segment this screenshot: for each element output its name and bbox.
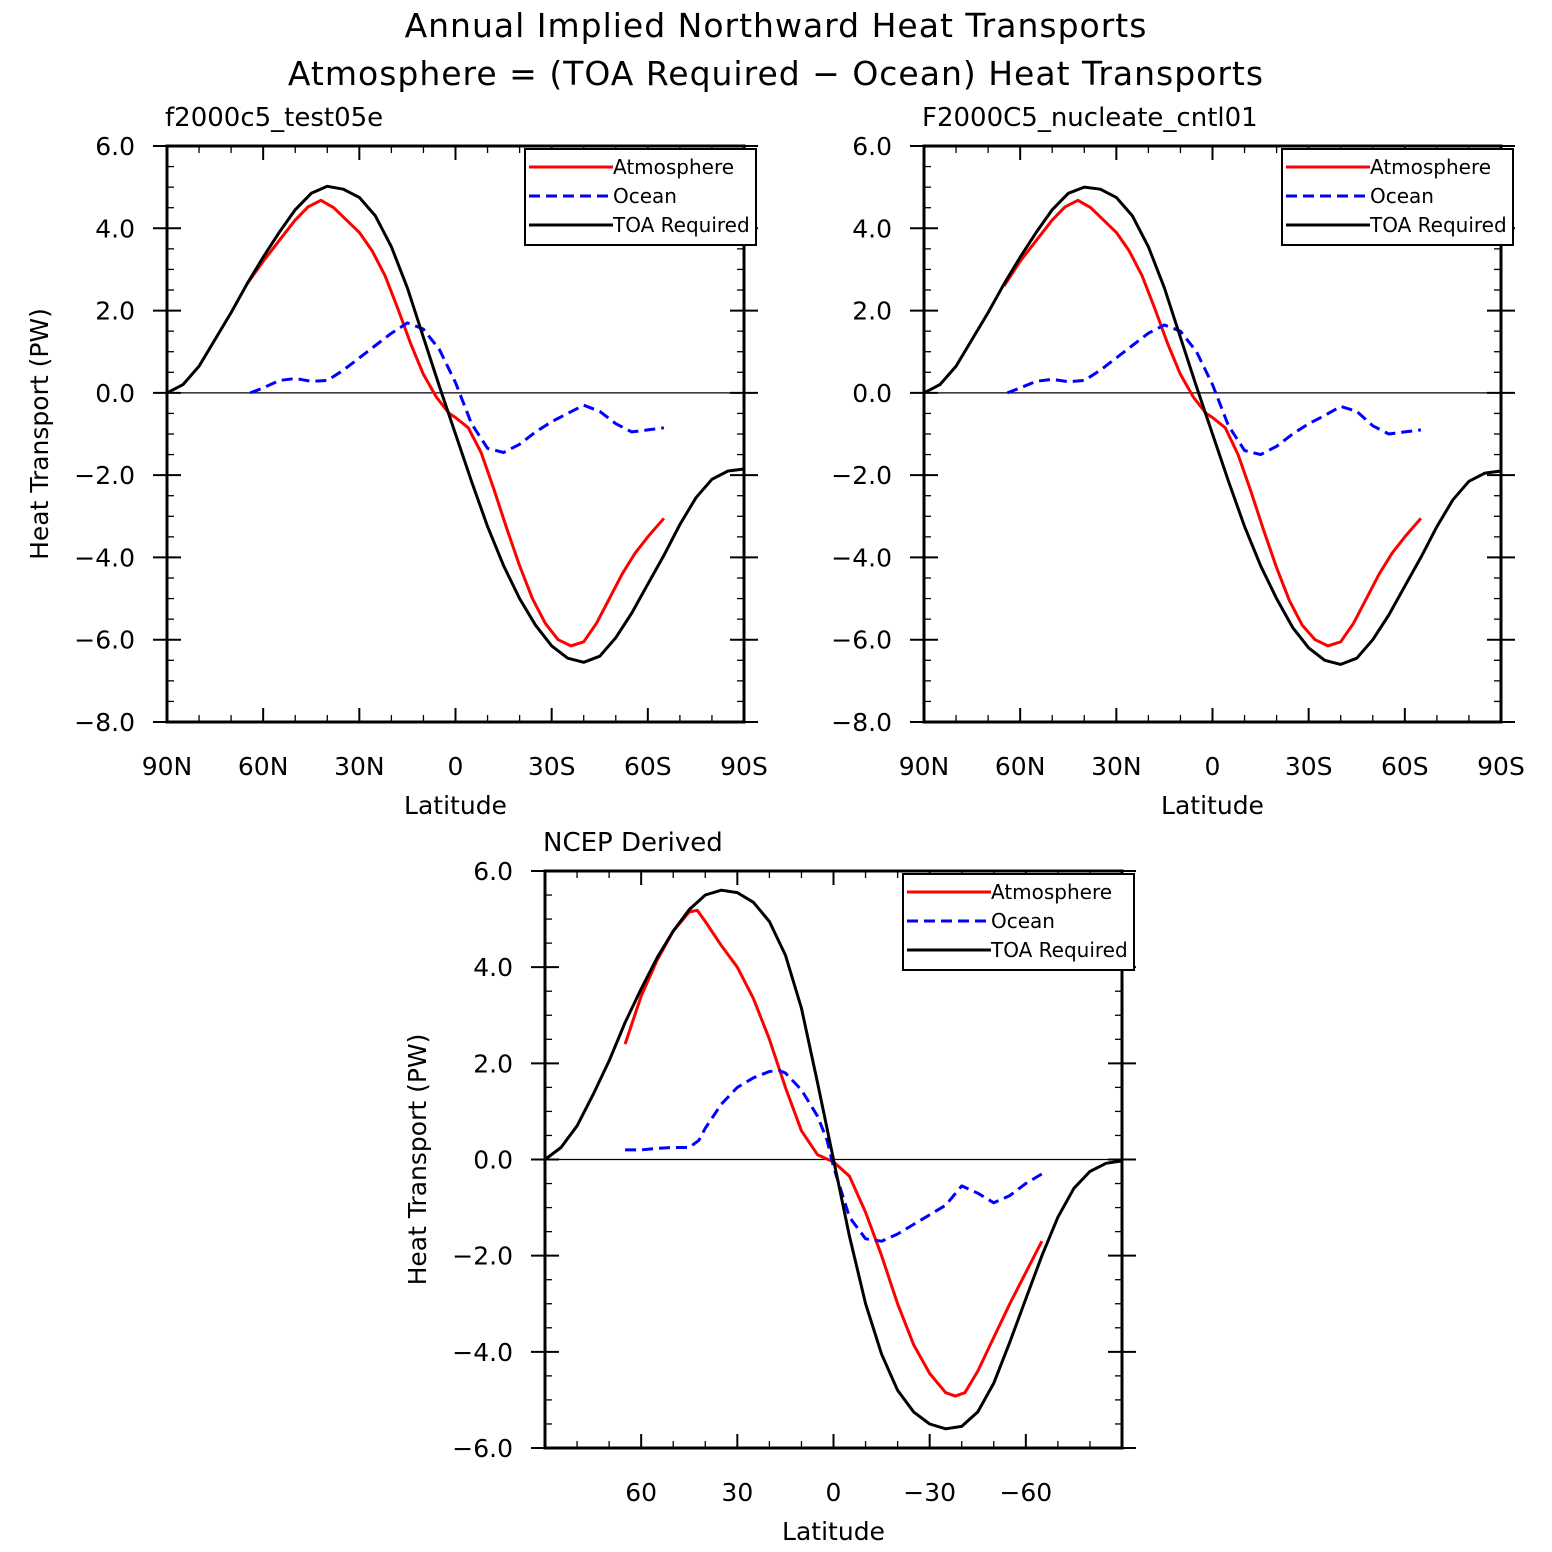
x-tick-label: 30N [334,752,385,781]
y-tick-label: 6.0 [852,132,892,161]
x-tick-label: 60N [995,752,1046,781]
y-tick-label: 4.0 [95,214,135,243]
y-tick-label: −4.0 [452,1338,513,1367]
x-axis-label: Latitude [1161,791,1264,820]
legend-label: Ocean [613,184,677,208]
series-line-ocean [625,1069,1043,1243]
y-tick-label: −6.0 [74,626,135,655]
legend-label: Atmosphere [991,880,1112,904]
figure-subtitle: Atmosphere = (TOA Required − Ocean) Heat… [287,54,1265,93]
legend-label: TOA Required [1369,213,1507,237]
y-tick-label: −6.0 [452,1434,513,1463]
legend-label: Atmosphere [613,155,734,179]
x-tick-label: 30N [1091,752,1142,781]
y-tick-label: −4.0 [74,543,135,572]
panel-title: NCEP Derived [543,828,723,858]
y-tick-label: −8.0 [74,708,135,737]
y-tick-label: 6.0 [95,132,135,161]
y-tick-label: 2.0 [473,1049,513,1078]
panel-title: F2000C5_nucleate_cntl01 [922,103,1258,133]
x-tick-label: 0 [448,752,464,781]
legend: Atmosphere Ocean TOA Required [1281,148,1514,246]
x-tick-label: −30 [903,1478,956,1507]
plot-frame [922,144,1503,724]
series-line-toa-required [923,185,1502,666]
y-tick-label: 6.0 [473,857,513,886]
series-line-ocean [1006,323,1422,457]
y-tick-label: 2.0 [95,297,135,326]
x-tick-label: 90S [1477,752,1525,781]
legend-label: Ocean [1370,184,1434,208]
panel-title: f2000c5_test05e [165,103,383,133]
chart-panel-3: 6.0 4.0 2.0 0.0 −2.0 −4.0 −6.0 60 30 0 −30 −60 Latit… [403,828,1136,1546]
x-tick-label: 60S [1381,752,1429,781]
x-tick-label: 60N [238,752,289,781]
x-axis-label: Latitude [782,1517,885,1546]
legend: Atmosphere Ocean TOA Required [902,873,1135,971]
x-tick-label: 90N [899,752,950,781]
plot-frame [165,144,746,724]
y-tick-label: −2.0 [74,461,135,490]
x-tick-label: 60 [625,1478,657,1507]
x-axis-label: Latitude [404,791,507,820]
x-tick-label: 90N [142,752,193,781]
y-tick-label: 0.0 [473,1146,513,1175]
y-tick-label: −8.0 [831,708,892,737]
x-tick-label: 30S [528,752,576,781]
series-line-atmosphere [245,198,666,648]
x-tick-label: 0 [1205,752,1221,781]
x-tick-label: 30 [721,1478,753,1507]
y-tick-label: 4.0 [852,214,892,243]
x-tick-label: 90S [720,752,768,781]
y-tick-label: −2.0 [452,1242,513,1271]
series-line-toa-required [166,184,745,664]
y-tick-label: −2.0 [831,461,892,490]
legend-label: TOA Required [990,938,1128,962]
y-tick-label: 0.0 [95,379,135,408]
legend-label: Atmosphere [1370,155,1491,179]
y-tick-label: 0.0 [852,379,892,408]
y-tick-label: −6.0 [831,626,892,655]
series-line-toa-required [544,888,1123,1431]
y-tick-label: 4.0 [473,953,513,982]
y-tick-label: −4.0 [831,543,892,572]
plot-frame [543,869,1124,1450]
x-tick-label: 60S [624,752,672,781]
y-axis-label: Heat Transport (PW) [25,308,54,560]
series-line-atmosphere [1002,198,1423,648]
legend-label: Ocean [991,909,1055,933]
y-axis-label: Heat Transport (PW) [403,1034,432,1286]
y-tick-label: 2.0 [852,297,892,326]
x-tick-label: −60 [999,1478,1052,1507]
legend-label: TOA Required [612,213,750,237]
figure-title: Annual Implied Northward Heat Transports [404,6,1148,45]
legend: Atmosphere Ocean TOA Required [524,148,757,246]
series-line-ocean [249,321,665,454]
x-tick-label: 0 [826,1478,842,1507]
x-tick-label: 30S [1285,752,1333,781]
